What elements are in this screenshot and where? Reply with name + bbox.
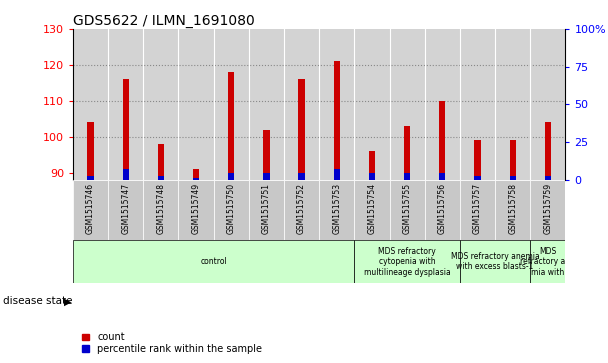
Text: GSM1515756: GSM1515756 <box>438 183 447 234</box>
Bar <box>157 144 164 180</box>
Bar <box>390 180 425 240</box>
Bar <box>73 240 354 283</box>
Bar <box>404 172 410 180</box>
Bar <box>123 169 129 180</box>
Text: MDS
refractory ane
mia with: MDS refractory ane mia with <box>520 247 575 277</box>
Text: control: control <box>200 257 227 266</box>
Bar <box>88 176 94 180</box>
Bar <box>460 240 530 283</box>
Legend: count, percentile rank within the sample: count, percentile rank within the sample <box>78 329 266 358</box>
Bar <box>319 180 354 240</box>
Text: GSM1515750: GSM1515750 <box>227 183 236 234</box>
Bar <box>530 180 565 240</box>
Text: ▶: ▶ <box>64 296 71 306</box>
Bar <box>369 172 375 180</box>
Bar <box>263 172 269 180</box>
Text: disease state: disease state <box>3 296 72 306</box>
Bar <box>474 140 481 180</box>
Bar <box>228 72 235 180</box>
Bar <box>299 79 305 180</box>
Bar <box>193 178 199 180</box>
Bar <box>108 180 143 240</box>
Text: GSM1515757: GSM1515757 <box>473 183 482 234</box>
Text: GDS5622 / ILMN_1691080: GDS5622 / ILMN_1691080 <box>73 14 255 28</box>
Bar <box>439 101 446 180</box>
Text: GSM1515749: GSM1515749 <box>192 183 201 234</box>
Bar <box>439 172 446 180</box>
Bar <box>334 169 340 180</box>
Text: GSM1515752: GSM1515752 <box>297 183 306 234</box>
Text: GSM1515748: GSM1515748 <box>156 183 165 234</box>
Bar <box>404 126 410 180</box>
Bar <box>263 130 269 180</box>
Bar <box>495 180 530 240</box>
Bar <box>474 176 481 180</box>
Text: GSM1515751: GSM1515751 <box>262 183 271 234</box>
Bar <box>460 180 495 240</box>
Bar <box>354 180 390 240</box>
Bar <box>284 180 319 240</box>
Text: GSM1515754: GSM1515754 <box>367 183 376 234</box>
Text: GSM1515755: GSM1515755 <box>402 183 412 234</box>
Bar <box>334 61 340 180</box>
Bar <box>73 180 108 240</box>
Text: GSM1515759: GSM1515759 <box>544 183 552 234</box>
Text: MDS refractory
cytopenia with
multilineage dysplasia: MDS refractory cytopenia with multilinea… <box>364 247 451 277</box>
Text: GSM1515747: GSM1515747 <box>121 183 130 234</box>
Bar <box>228 172 235 180</box>
Bar <box>354 240 460 283</box>
Text: GSM1515753: GSM1515753 <box>333 183 341 234</box>
Bar <box>425 180 460 240</box>
Bar <box>299 172 305 180</box>
Text: MDS refractory anemia
with excess blasts-1: MDS refractory anemia with excess blasts… <box>451 252 539 271</box>
Bar <box>143 180 179 240</box>
Bar <box>193 169 199 180</box>
Bar <box>179 180 213 240</box>
Bar <box>510 176 516 180</box>
Bar <box>249 180 284 240</box>
Bar <box>530 240 565 283</box>
Bar <box>213 180 249 240</box>
Text: GSM1515758: GSM1515758 <box>508 183 517 234</box>
Bar <box>510 140 516 180</box>
Bar <box>545 176 551 180</box>
Text: GSM1515746: GSM1515746 <box>86 183 95 234</box>
Bar <box>88 122 94 180</box>
Bar <box>157 176 164 180</box>
Bar <box>369 151 375 180</box>
Bar <box>545 122 551 180</box>
Bar <box>123 79 129 180</box>
